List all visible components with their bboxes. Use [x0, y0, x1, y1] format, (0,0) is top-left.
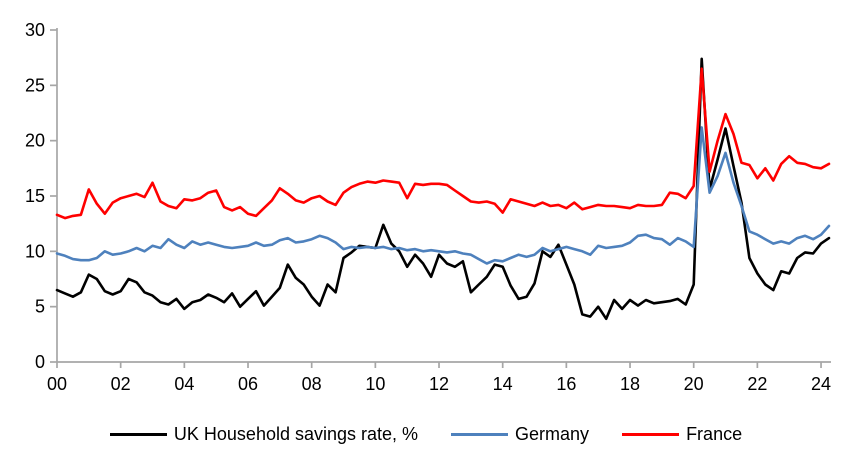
x-tick-label: 20: [684, 374, 704, 394]
y-tick-label: 20: [25, 131, 45, 151]
chart-legend: UK Household savings rate, % Germany Fra…: [0, 424, 852, 445]
x-tick-label: 10: [365, 374, 385, 394]
series-line-2: [55, 67, 831, 220]
germany-line-swatch-icon: [451, 433, 509, 436]
x-tick-label: 14: [493, 374, 513, 394]
y-tick-label: 5: [35, 297, 45, 317]
x-tick-label: 02: [111, 374, 131, 394]
series-line-0: [55, 57, 831, 321]
france-line-swatch-icon: [622, 433, 680, 436]
uk-line-swatch-icon: [109, 433, 167, 436]
legend-item-uk: UK Household savings rate, %: [109, 424, 419, 445]
x-tick-label: 22: [747, 374, 767, 394]
x-tick-label: 00: [47, 374, 67, 394]
y-tick-label: 15: [25, 186, 45, 206]
y-tick-label: 0: [35, 352, 45, 372]
plot-svg: 0 5 10 15 20 25 30 00 02 04 06 08 10 12 14 16 18 20 22 24: [25, 20, 831, 394]
plot-area: 0 5 10 15 20 25 30 00 02 04 06 08 10 12 14 16 18 20 22 24: [25, 20, 831, 394]
legend-item-france: France: [622, 424, 742, 445]
y-tick-label: 30: [25, 20, 45, 40]
x-tick-label: 24: [811, 374, 831, 394]
x-tick-label: 06: [238, 374, 258, 394]
legend-label-france: France: [686, 424, 743, 444]
x-tick-label: 04: [174, 374, 194, 394]
legend-item-germany: Germany: [451, 424, 589, 445]
x-tick-label: 12: [429, 374, 449, 394]
x-tick-label: 18: [620, 374, 640, 394]
x-tick-label: 16: [556, 374, 576, 394]
y-tick-label: 25: [25, 75, 45, 95]
x-tick-label: 08: [302, 374, 322, 394]
y-tick-label: 10: [25, 241, 45, 261]
series-line-1: [55, 126, 831, 265]
legend-label-germany: Germany: [515, 424, 590, 444]
legend-label-uk: UK Household savings rate, %: [173, 424, 419, 444]
